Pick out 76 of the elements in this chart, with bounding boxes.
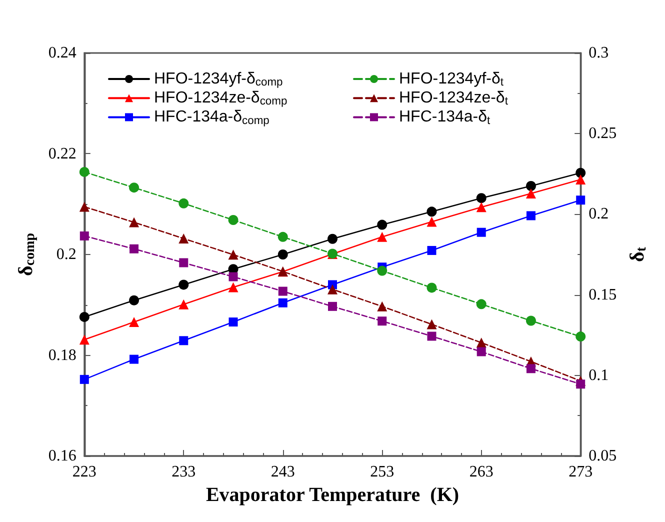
- x-axis-title: Evaporator Temperature (K): [206, 484, 460, 506]
- point: [576, 196, 586, 205]
- point: [526, 211, 536, 220]
- point: [328, 284, 338, 294]
- point: [228, 318, 238, 327]
- x-tick-label: 233: [172, 464, 196, 480]
- x-tick-label: 223: [72, 464, 96, 480]
- point: [476, 202, 486, 212]
- point: [427, 246, 436, 255]
- point: [130, 244, 139, 254]
- y2-axis-title: δt: [626, 246, 650, 262]
- point: [178, 198, 189, 208]
- point: [228, 215, 238, 225]
- y2-tick-label: 0.3: [588, 44, 609, 62]
- point: [178, 280, 189, 290]
- point: [476, 193, 486, 204]
- point: [576, 168, 586, 178]
- point: [328, 234, 338, 244]
- y-axis-title: δcomp: [15, 232, 38, 276]
- point: [178, 234, 189, 244]
- point: [129, 182, 140, 193]
- point: [228, 272, 238, 282]
- point: [278, 298, 288, 308]
- point: [377, 301, 388, 312]
- y2-tick-label: 0.1: [588, 366, 609, 384]
- x-tick-label: 273: [568, 464, 593, 480]
- point: [377, 266, 388, 276]
- y2-tick-label: 0.25: [588, 125, 617, 142]
- point: [80, 231, 89, 240]
- point: [328, 302, 337, 311]
- point: [476, 299, 486, 310]
- point: [79, 312, 90, 322]
- point: [228, 282, 238, 292]
- point: [129, 317, 140, 328]
- point: [526, 364, 536, 374]
- point: [526, 188, 536, 199]
- point: [526, 316, 536, 326]
- y-tick-label: 0.18: [48, 346, 76, 364]
- point: [576, 332, 586, 342]
- point: [426, 216, 437, 227]
- y2-tick-label: 0.05: [588, 448, 617, 464]
- point: [377, 232, 388, 242]
- point: [278, 286, 288, 296]
- point: [476, 228, 486, 237]
- point: [426, 206, 437, 217]
- point: [178, 299, 189, 310]
- point: [426, 319, 437, 330]
- x-tick-label: 253: [370, 464, 394, 480]
- x-tick-label: 243: [270, 464, 295, 480]
- y2-tick-label: 0.2: [588, 206, 609, 223]
- point: [476, 347, 486, 356]
- point: [79, 166, 90, 177]
- point: [79, 202, 90, 212]
- point: [228, 250, 238, 260]
- point: [179, 336, 188, 346]
- point: [378, 316, 387, 326]
- y2-tick-label: 0.15: [588, 286, 617, 304]
- point: [129, 295, 140, 306]
- point: [278, 232, 288, 242]
- y-tick-label: 0.2: [56, 246, 76, 263]
- point: [129, 217, 140, 228]
- point: [426, 282, 437, 293]
- point: [130, 354, 139, 364]
- point: [80, 374, 89, 384]
- y-tick-label: 0.16: [48, 448, 76, 464]
- point: [576, 174, 586, 184]
- point: [377, 220, 388, 230]
- point: [179, 258, 188, 268]
- x-tick-label: 263: [469, 464, 494, 480]
- point: [526, 180, 536, 191]
- point: [427, 332, 436, 341]
- point: [576, 380, 586, 389]
- point: [278, 250, 288, 260]
- y-tick-label: 0.24: [48, 44, 76, 62]
- y-tick-label: 0.22: [48, 145, 76, 162]
- point: [79, 334, 90, 345]
